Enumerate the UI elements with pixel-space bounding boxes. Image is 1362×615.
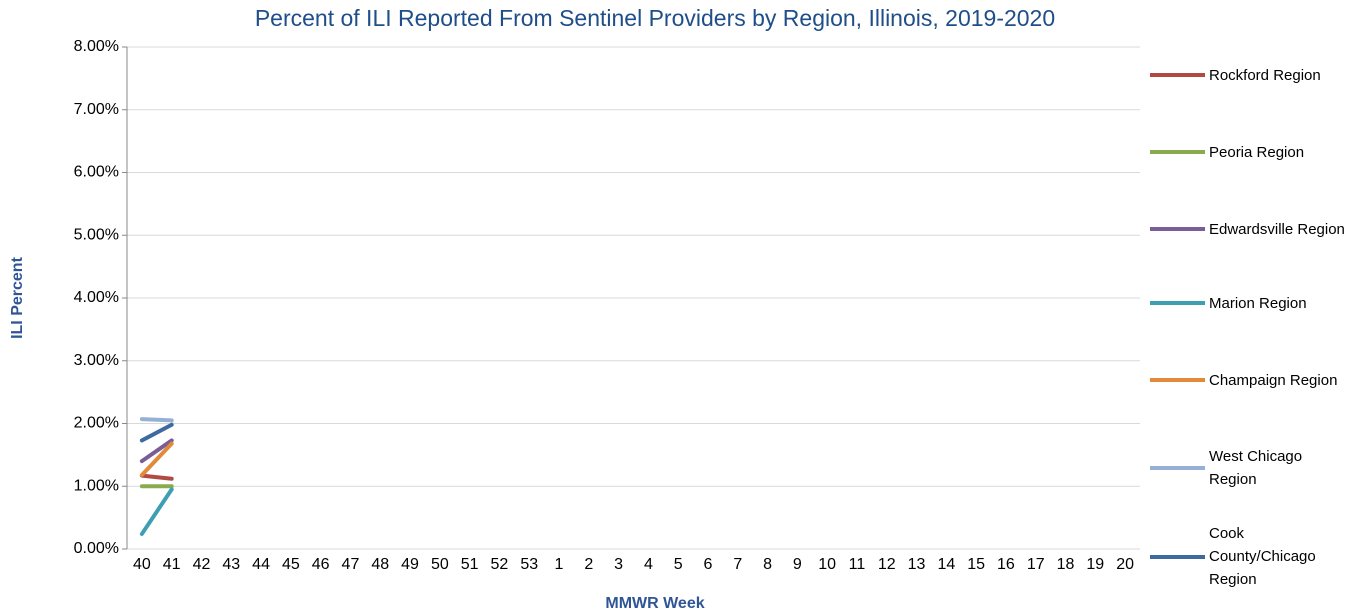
x-tick-label: 9 (793, 556, 802, 573)
x-tick-label: 41 (163, 556, 181, 573)
legend-swatch (1150, 466, 1205, 470)
series-line (139, 417, 174, 423)
legend-item: Marion Region (1150, 292, 1355, 315)
x-tick-label: 49 (401, 556, 419, 573)
x-tick-label: 8 (763, 556, 772, 573)
x-tick-label: 47 (342, 556, 360, 573)
legend-item: Peoria Region (1150, 141, 1355, 164)
legend-swatch (1150, 227, 1205, 231)
x-tick-label: 45 (282, 556, 300, 573)
x-tick-label: 52 (491, 556, 509, 573)
x-tick-label: 19 (1086, 556, 1104, 573)
x-tick-label: 7 (733, 556, 742, 573)
legend-label: Marion Region (1209, 294, 1307, 312)
x-axis-label: MMWR Week (605, 595, 704, 612)
x-tick-label: 18 (1057, 556, 1075, 573)
legend-label: West Chicago Region (1209, 448, 1303, 488)
y-tick-label: 4.00% (74, 289, 119, 306)
y-tick-label: 2.00% (74, 415, 119, 432)
x-tick-label: 53 (520, 556, 538, 573)
x-tick-label: 20 (1116, 556, 1134, 573)
y-tick-label: 3.00% (74, 352, 119, 369)
x-tick-label: 43 (222, 556, 240, 573)
x-tick-label: 12 (878, 556, 896, 573)
y-axis-label: ILI Percent (9, 256, 26, 338)
legend-item: Cook County/Chicago Region (1150, 522, 1355, 591)
x-tick-label: 51 (461, 556, 479, 573)
legend-item: Champaign Region (1150, 369, 1355, 392)
legend-swatch (1150, 150, 1205, 154)
x-tick-label: 2 (584, 556, 593, 573)
series-line (139, 441, 174, 477)
x-tick-label: 44 (252, 556, 270, 573)
legend-swatch (1150, 554, 1205, 559)
x-tick-label: 46 (312, 556, 330, 573)
y-tick-label: 5.00% (74, 226, 119, 243)
legend-item: West Chicago Region (1150, 445, 1355, 491)
series-line (139, 422, 174, 443)
series-line (139, 473, 174, 481)
series-line (139, 438, 174, 464)
legend-label: Champaign Region (1209, 371, 1338, 389)
x-tick-label: 16 (997, 556, 1015, 573)
x-tick-label: 6 (704, 556, 713, 573)
y-tick-label: 0.00% (74, 540, 119, 557)
legend-label: Cook County/Chicago Region (1209, 525, 1316, 588)
x-tick-label: 48 (371, 556, 389, 573)
x-tick-label: 42 (193, 556, 211, 573)
legend-swatch (1150, 378, 1205, 382)
x-tick-label: 10 (818, 556, 836, 573)
legend-swatch (1150, 73, 1205, 77)
y-tick-label: 8.00% (74, 38, 119, 55)
legend-item: Rockford Region (1150, 64, 1355, 87)
legend-label: Edwardsville Region (1209, 220, 1345, 238)
legend-item: Edwardsville Region (1150, 218, 1355, 241)
x-tick-label: 15 (967, 556, 985, 573)
x-tick-label: 50 (431, 556, 449, 573)
x-tick-label: 17 (1027, 556, 1045, 573)
chart-title: Percent of ILI Reported From Sentinel Pr… (255, 5, 1055, 31)
x-tick-label: 1 (555, 556, 564, 573)
x-tick-label: 5 (674, 556, 683, 573)
y-tick-label: 1.00% (74, 477, 119, 494)
legend-label: Rockford Region (1209, 66, 1321, 84)
x-tick-label: 4 (644, 556, 653, 573)
x-tick-label: 40 (133, 556, 151, 573)
y-tick-label: 6.00% (74, 164, 119, 181)
x-tick-label: 13 (908, 556, 926, 573)
x-tick-label: 14 (937, 556, 955, 573)
legend-swatch (1150, 301, 1205, 305)
x-tick-label: 3 (614, 556, 623, 573)
y-tick-label: 7.00% (74, 101, 119, 118)
legend-label: Peoria Region (1209, 143, 1305, 161)
series-line (139, 487, 174, 536)
x-tick-label: 11 (849, 556, 866, 573)
